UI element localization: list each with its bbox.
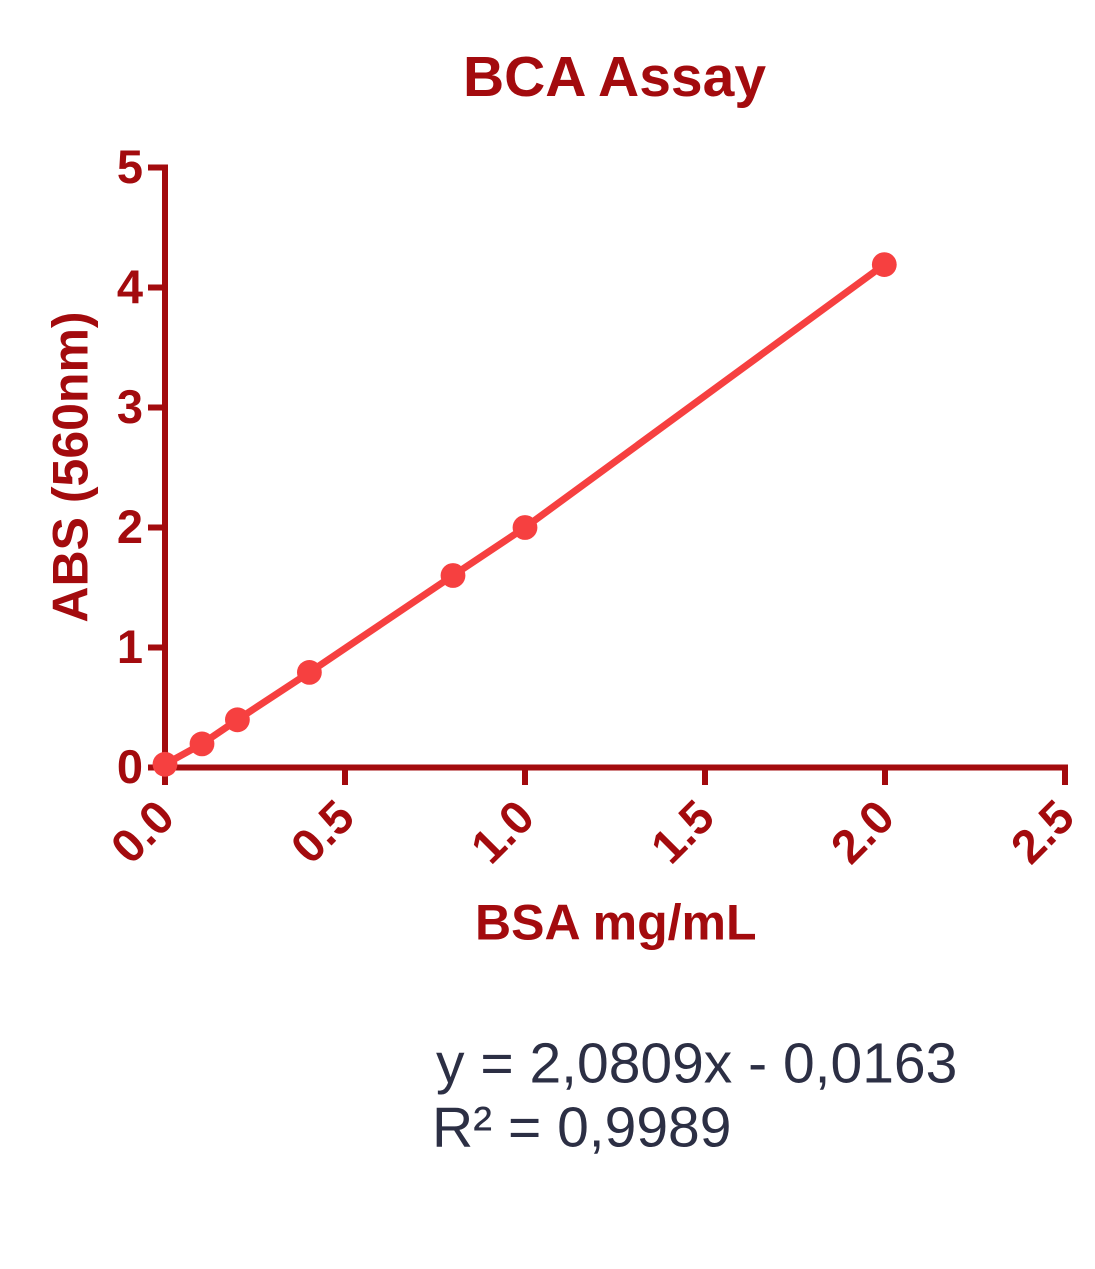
svg-text:ABS (560nm): ABS (560nm) — [43, 311, 99, 622]
svg-text:4: 4 — [117, 260, 143, 313]
svg-text:BCA Assay: BCA Assay — [463, 45, 766, 109]
svg-text:1: 1 — [117, 620, 143, 673]
svg-text:y = 2,0809x - 0,0163: y = 2,0809x - 0,0163 — [436, 1032, 957, 1096]
svg-text:3: 3 — [117, 380, 143, 433]
svg-text:BSA mg/mL: BSA mg/mL — [475, 895, 757, 951]
svg-text:2: 2 — [117, 500, 143, 553]
svg-text:5: 5 — [117, 140, 143, 193]
svg-text:R² = 0,9989: R² = 0,9989 — [432, 1096, 731, 1160]
svg-text:0: 0 — [117, 740, 143, 793]
